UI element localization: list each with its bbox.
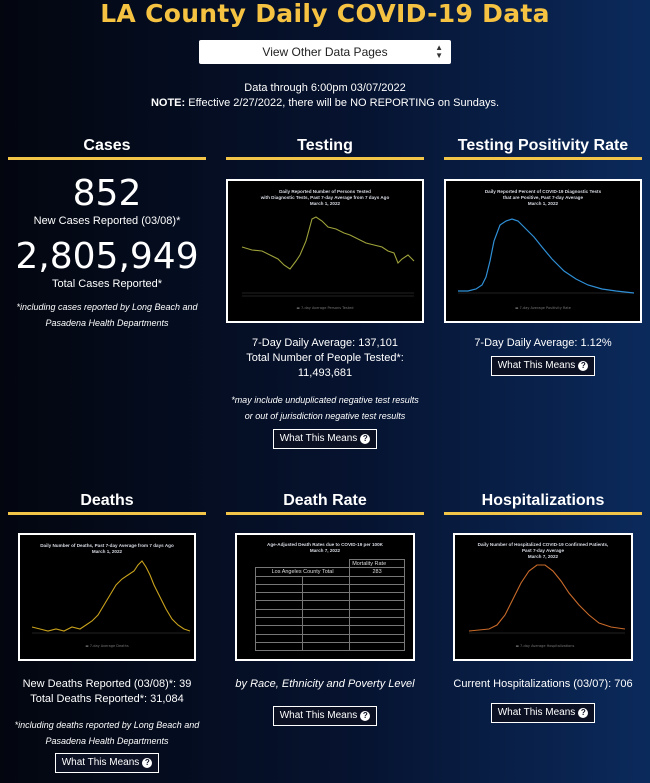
positivity-stats: 7-Day Daily Average: 1.12% What This Mea… — [444, 336, 642, 376]
question-circle-icon: ? — [142, 758, 153, 768]
testing-button-label: What This Means — [279, 433, 358, 444]
positivity-chart-title-1: Daily Reported Percent of COVID-19 Diagn… — [484, 189, 602, 194]
svg-text:▬ 7-day Average Persons Tested: ▬ 7-day Average Persons Tested — [297, 306, 354, 310]
positivity-button-label: What This Means — [497, 360, 576, 371]
hospitalizations-divider — [444, 512, 642, 515]
positivity-card: Testing Positivity Rate — [444, 135, 642, 160]
new-cases-label: New Cases Reported (03/08)* — [33, 215, 181, 227]
death-rate-what-this-means-button[interactable]: What This Means? — [272, 706, 378, 726]
deaths-what-this-means-button[interactable]: What This Means? — [54, 753, 160, 773]
positivity-what-this-means-button[interactable]: What This Means? — [490, 356, 596, 376]
positivity-divider — [444, 157, 642, 160]
cases-footnote: *including cases reported by Long Beach … — [16, 302, 198, 328]
hosp-what-this-means-button[interactable]: What This Means? — [490, 703, 596, 723]
hospitalizations-chart[interactable]: Daily Number of Hospitalized COVID-19 Co… — [453, 533, 633, 661]
cases-divider — [8, 157, 206, 160]
la-total-label: Los Angeles County Total — [254, 567, 351, 577]
question-circle-icon: ? — [360, 711, 371, 721]
testing-chart-title-3: March 1, 2022 — [309, 201, 341, 206]
mortality-rate-header: Mortality Rate — [349, 558, 405, 569]
cases-heading: Cases — [83, 137, 131, 154]
testing-footnote: *may include unduplicated negative test … — [231, 395, 419, 421]
hospitalizations-chart-plot: ▬ 7-day Average Hospitalizations — [468, 564, 626, 648]
reporting-note: NOTE: Effective 2/27/2022, there will be… — [0, 97, 650, 109]
total-deaths-line: Total Deaths Reported*: 31,084 — [30, 693, 184, 705]
hosp-button-label: What This Means — [497, 707, 576, 718]
deaths-chart[interactable]: Daily Number of Deaths, Past 7-day Avera… — [18, 533, 196, 661]
deaths-chart-title-1: Daily Number of Deaths, Past 7-day Avera… — [40, 543, 174, 548]
positivity-chart-title-2: that are Positive, Past 7-day Average — [502, 195, 584, 200]
la-total-value: 283 — [349, 567, 405, 577]
note-text: Effective 2/27/2022, there will be NO RE… — [185, 97, 500, 109]
deaths-divider — [8, 512, 206, 515]
new-deaths-line: New Deaths Reported (03/08)*: 39 — [22, 678, 192, 690]
hospitalizations-heading: Hospitalizations — [481, 492, 605, 509]
testing-chart-title-2: with Diagnostic Tests, Past 7-day Averag… — [260, 195, 390, 200]
deaths-footnote: *including deaths reported by Long Beach… — [14, 720, 200, 746]
positivity-chart-title-3: March 1, 2022 — [527, 201, 559, 206]
deaths-heading: Deaths — [80, 492, 134, 509]
svg-text:▬ 7-day Average Hospitalizatio: ▬ 7-day Average Hospitalizations — [516, 644, 575, 648]
death-rate-card: Death Rate — [226, 490, 424, 515]
testing-what-this-means-button[interactable]: What This Means? — [272, 429, 378, 449]
testing-chart[interactable]: Daily Reported Number of Persons Tested w… — [226, 179, 424, 323]
svg-text:▬ 7-day Average Positivity Rat: ▬ 7-day Average Positivity Rate — [515, 306, 571, 310]
question-circle-icon: ? — [578, 361, 589, 371]
svg-text:▬ 7-day Average Deaths: ▬ 7-day Average Deaths — [85, 644, 129, 648]
total-cases-value: 2,805,949 — [15, 236, 199, 277]
testing-card: Testing — [226, 135, 424, 160]
deaths-stats: New Deaths Reported (03/08)*: 39 Total D… — [8, 677, 206, 773]
hospitalizations-stats: Current Hospitalizations (03/07): 706 Wh… — [444, 677, 642, 723]
question-circle-icon: ? — [578, 708, 589, 718]
death-rate-divider — [226, 512, 424, 515]
data-pages-select[interactable]: View Other Data Pages ▲ ▼ — [199, 40, 451, 64]
death-rate-caption: by Race, Ethnicity and Poverty Level — [235, 678, 415, 690]
hosp-chart-title-3: March 7, 2022 — [527, 554, 559, 559]
death-rate-chart-title-1: Age-Adjusted Death Rates due to COVID-19… — [267, 542, 383, 547]
positivity-chart-plot: ▬ 7-day Average Positivity Rate — [458, 218, 635, 310]
testing-heading: Testing — [297, 137, 353, 154]
deaths-chart-plot: ▬ 7-day Average Deaths — [31, 560, 191, 648]
current-hospitalizations: Current Hospitalizations (03/07): 706 — [453, 678, 633, 690]
deaths-chart-title-2: March 1, 2022 — [91, 549, 123, 554]
testing-chart-plot: ▬ 7-day Average Persons Tested — [241, 216, 415, 310]
death-rate-table: Mortality Rate Los Angeles County Total 2… — [254, 558, 405, 652]
hosp-chart-title-2: Past 7-day Average — [521, 548, 565, 553]
positivity-chart[interactable]: Daily Reported Percent of COVID-19 Diagn… — [444, 179, 642, 323]
testing-total-value: 11,493,681 — [297, 367, 353, 379]
testing-chart-title-1: Daily Reported Number of Persons Tested — [279, 189, 371, 194]
cases-card: Cases 852 New Cases Reported (03/08)* 2,… — [8, 135, 206, 331]
question-circle-icon: ? — [360, 434, 371, 444]
testing-total-label: Total Number of People Tested*: — [246, 352, 404, 364]
death-rate-chart[interactable]: Age-Adjusted Death Rates due to COVID-19… — [235, 533, 415, 661]
deaths-button-label: What This Means — [61, 757, 140, 768]
death-rate-heading: Death Rate — [283, 492, 367, 509]
new-cases-value: 852 — [72, 173, 142, 214]
testing-divider — [226, 157, 424, 160]
positivity-average: 7-Day Daily Average: 1.12% — [474, 337, 612, 349]
updown-arrows-icon: ▲ ▼ — [435, 43, 443, 60]
death-rate-chart-title-2: March 7, 2022 — [309, 548, 341, 553]
note-label: NOTE: — [150, 97, 186, 109]
testing-average: 7-Day Daily Average: 137,101 — [252, 337, 398, 349]
positivity-heading: Testing Positivity Rate — [457, 137, 629, 154]
death-rate-stats: by Race, Ethnicity and Poverty Level Wha… — [226, 677, 424, 726]
death-rate-button-label: What This Means — [279, 710, 358, 721]
testing-stats: 7-Day Daily Average: 137,101 Total Numbe… — [226, 336, 424, 449]
data-through-text: Data through 6:00pm 03/07/2022 — [244, 82, 406, 94]
total-cases-label: Total Cases Reported* — [51, 278, 163, 290]
hospitalizations-card: Hospitalizations — [444, 490, 642, 515]
deaths-card: Deaths — [8, 490, 206, 515]
hosp-chart-title-1: Daily Number of Hospitalized COVID-19 Co… — [477, 542, 609, 547]
select-value: View Other Data Pages — [262, 45, 388, 59]
page-title: LA County Daily COVID-19 Data — [100, 0, 550, 28]
